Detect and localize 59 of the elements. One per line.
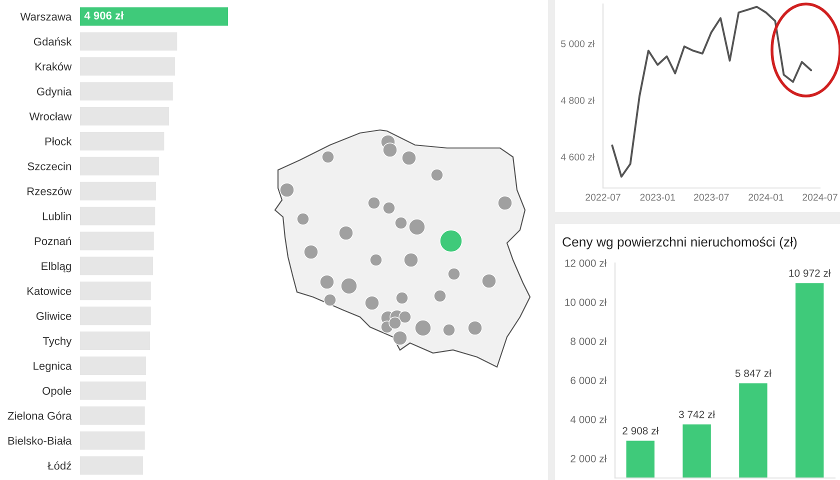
bar	[80, 406, 145, 425]
bar	[80, 456, 144, 475]
y-tick-label: Płock	[45, 137, 72, 146]
y-tick-label: 5 000 zł	[561, 40, 595, 48]
bar	[80, 332, 150, 350]
data-label: 3 742 zł	[678, 410, 715, 418]
y-tick-label: Gliwice	[36, 312, 72, 320]
bar	[80, 132, 164, 150]
y-tick-label: 12 000 zł	[565, 259, 607, 267]
bar	[80, 356, 146, 375]
line-series	[611, 6, 812, 178]
bar	[80, 82, 173, 101]
data-label: 4 906 zł	[84, 11, 124, 20]
y-tick-label: Opole	[42, 386, 72, 398]
y-tick-label: Bielsko-Biała	[8, 436, 72, 445]
x-tick-label: 2023-07	[694, 194, 729, 201]
y-tick-label: 10 000 zł	[565, 298, 607, 306]
x-tick-label: 2024-01	[748, 194, 784, 201]
y-tick-label: 6 000 zł	[570, 376, 607, 384]
y-tick-label: Kraków	[36, 62, 72, 71]
y-tick-label: Szczecin	[28, 162, 71, 170]
bar	[80, 431, 145, 450]
y-tick-label: Zielona Góra	[8, 411, 72, 420]
y-tick-label: Legnica	[34, 362, 72, 372]
y-tick-label: Gdańsk	[34, 37, 72, 46]
bar	[80, 57, 176, 76]
y-tick-label: Poznań	[34, 236, 71, 246]
chart-title: Ceny wg powierzchni nieruchomości (zł)	[562, 236, 797, 250]
x-tick-label: 2024-07	[802, 194, 838, 201]
y-tick-label: 2 000 zł	[570, 454, 607, 462]
x-tick-label: 2023-01	[640, 194, 675, 201]
y-tick-label: Wrocław	[29, 112, 72, 120]
y-tick-label: 4 800 zł	[560, 96, 595, 104]
bar	[80, 32, 178, 51]
bar	[80, 156, 160, 176]
bar	[80, 306, 151, 326]
data-label: 2 908 zł	[622, 426, 659, 434]
y-tick-label: Rzeszów	[28, 186, 72, 196]
bar	[80, 256, 154, 276]
y-tick-label: 4 000 zł	[570, 416, 607, 424]
data-label: 10 972 zł	[789, 269, 831, 277]
data-label: 5 847 zł	[735, 369, 772, 378]
x-tick-label: 2022-07	[586, 194, 620, 201]
y-tick-label: Tychy	[42, 336, 72, 348]
bar	[80, 182, 156, 200]
y-tick-label: Katowice	[27, 286, 72, 296]
y-tick-label: Lublin	[42, 212, 71, 220]
y-tick-label: Gdynia	[37, 87, 72, 98]
bar	[80, 381, 146, 400]
y-tick-label: Warszawa	[20, 12, 72, 21]
y-tick-label: Łódź	[48, 461, 72, 470]
y-tick-label: 4 600 zł	[560, 153, 595, 160]
y-tick-label: 8 000 zł	[570, 337, 607, 346]
bar	[80, 232, 154, 250]
bar	[80, 7, 228, 26]
bar	[80, 282, 151, 300]
y-tick-label: Elbląg	[42, 262, 71, 272]
bar	[80, 107, 169, 126]
bar	[80, 206, 156, 226]
